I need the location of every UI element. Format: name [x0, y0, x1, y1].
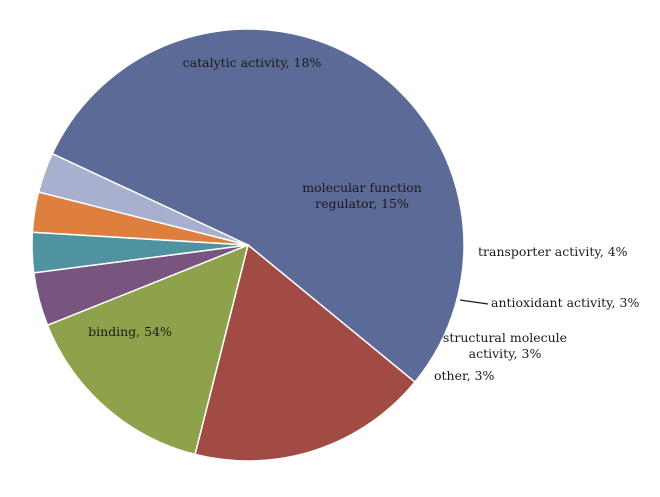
pie-slice-molecular-function-regulator [46, 243, 250, 456]
slice-label-catalytic-activity: catalytic activity, 18% [183, 55, 322, 70]
slice-labels: binding, 54% catalytic activity, 18% molec… [88, 55, 639, 383]
pie-slice-binding [51, 28, 465, 384]
slice-label-transporter-activity: transporter activity, 4% [478, 244, 628, 259]
leader-line-antioxidant-activity [459, 299, 489, 305]
pie-slices [31, 28, 465, 462]
pie-slice-other [37, 152, 249, 246]
slice-label-structural-molecule-activity: structural molecule activity, 3% [443, 330, 567, 361]
pie-slice-catalytic-activity [194, 243, 416, 462]
slice-label-other: other, 3% [434, 368, 494, 383]
slice-label-binding: binding, 54% [88, 324, 172, 339]
slice-label-molecular-function-regulator: molecular function regulator, 15% [302, 180, 422, 211]
leader-lines [459, 299, 489, 305]
slice-label-antioxidant-activity: antioxidant activity, 3% [491, 295, 639, 310]
